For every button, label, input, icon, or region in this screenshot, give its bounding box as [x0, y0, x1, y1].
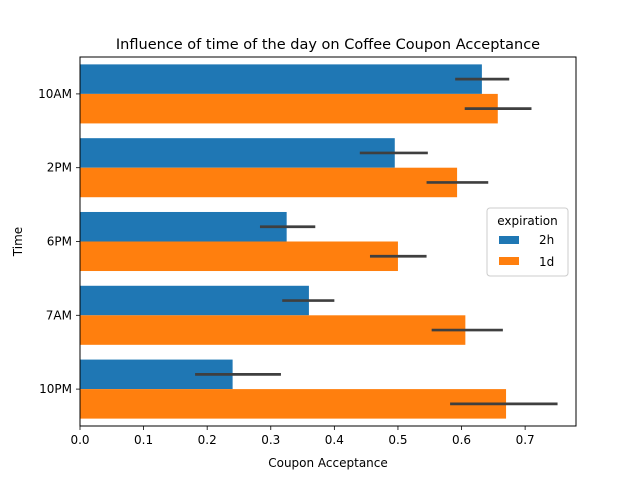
- legend-label-1d: 1d: [539, 255, 554, 269]
- x-tick-label: 0.1: [134, 433, 153, 447]
- x-tick-label: 0.5: [388, 433, 407, 447]
- legend-swatch-2h: [499, 236, 519, 244]
- chart-title: Influence of time of the day on Coffee C…: [116, 37, 540, 53]
- y-axis-label: Time: [11, 227, 25, 257]
- bar-2h-10AM: [80, 64, 482, 94]
- bar-2h-6PM: [80, 211, 287, 242]
- bar-1d-10AM: [80, 93, 498, 124]
- bar-1d-10PM: [80, 389, 507, 419]
- x-tick-label: 0.2: [198, 433, 217, 447]
- bar-2h-7AM: [80, 285, 309, 316]
- legend-title: expiration: [497, 214, 558, 228]
- x-axis: 0.0 0.1 0.2 0.3 0.4 0.5 0.6 0.7: [70, 426, 535, 447]
- x-tick-label: 0.4: [325, 433, 344, 447]
- legend-swatch-1d: [499, 257, 519, 265]
- y-axis: 10AM 2PM 6PM 7AM 10PM: [38, 87, 80, 396]
- y-tick-label-10AM: 10AM: [38, 87, 72, 101]
- x-tick-label: 0.6: [452, 433, 471, 447]
- y-tick-label-10PM: 10PM: [39, 382, 72, 396]
- y-tick-label-7AM: 7AM: [46, 308, 72, 322]
- bar-1d-2PM: [80, 167, 458, 198]
- y-tick-label-6PM: 6PM: [47, 235, 72, 249]
- x-tick-label: 0.7: [516, 433, 535, 447]
- y-tick-label-2PM: 2PM: [47, 161, 72, 175]
- bar-1d-7AM: [80, 315, 466, 345]
- bar-1d-6PM: [80, 241, 398, 272]
- x-tick-label: 0.0: [70, 433, 89, 447]
- x-tick-label: 0.3: [261, 433, 280, 447]
- bar-2h-2PM: [80, 138, 395, 168]
- legend: expiration 2h 1d: [486, 207, 569, 277]
- plot-area: [80, 64, 558, 419]
- legend-label-2h: 2h: [539, 233, 554, 247]
- x-axis-label: Coupon Acceptance: [268, 456, 388, 470]
